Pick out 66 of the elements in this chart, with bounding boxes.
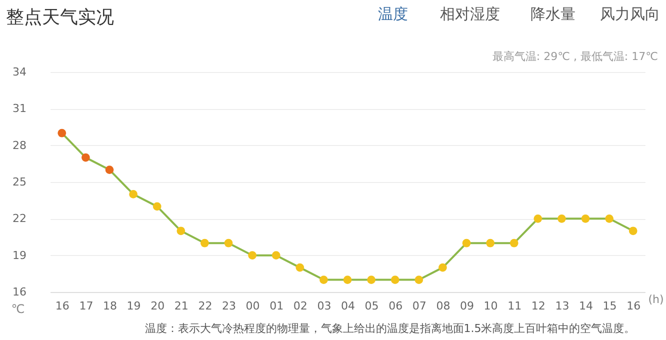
point <box>200 238 209 248</box>
point <box>272 251 280 260</box>
x-tick-label: 05 <box>364 300 379 312</box>
x-tick-label: 17 <box>79 300 94 312</box>
point <box>367 276 376 284</box>
point <box>510 238 518 248</box>
text: 温度 <box>378 5 408 23</box>
x-tick-label: 11 <box>508 300 522 312</box>
x-tick-label: 12 <box>531 300 546 312</box>
point <box>438 263 447 272</box>
x-tick-label: 13 <box>555 300 570 312</box>
x-tick-label: 20 <box>150 300 165 312</box>
point <box>176 226 186 236</box>
point <box>414 276 424 284</box>
x-tick-label: 21 <box>174 300 188 312</box>
point <box>628 226 638 236</box>
y-tick-label: 25 <box>12 176 26 188</box>
x-tick-label: 07 <box>412 300 426 312</box>
y-tick-label: 22 <box>12 212 26 226</box>
point <box>390 276 400 284</box>
x-tick-label: 04 <box>341 300 355 312</box>
y-tick-label: 19 <box>12 248 26 262</box>
y-axis-title: ℃ <box>11 302 25 316</box>
point <box>605 214 614 223</box>
point <box>224 238 233 248</box>
y-tick-label: 28 <box>12 138 26 152</box>
text: 最高气温: 29℃ , 最低气温: 17℃ <box>492 50 658 63</box>
x-tick-label: 10 <box>484 300 498 312</box>
text: 相对湿度 <box>440 5 500 23</box>
text: 降水量 <box>530 5 576 23</box>
point <box>105 166 114 174</box>
x-axis-title: (h) <box>648 293 664 306</box>
x-tick-label: 14 <box>579 300 593 312</box>
point <box>82 153 90 162</box>
x-tick-label: 16 <box>55 300 70 312</box>
x-tick-label: 22 <box>198 300 212 312</box>
point <box>534 214 542 223</box>
x-tick-label: 23 <box>222 300 236 312</box>
point <box>129 190 138 198</box>
point <box>558 214 566 223</box>
point <box>343 276 352 284</box>
x-tick-label: 03 <box>317 300 332 312</box>
x-tick-label: 15 <box>602 300 617 312</box>
x-tick-label: 00 <box>246 300 260 312</box>
point <box>248 251 256 260</box>
y-tick-label: 34 <box>12 66 26 78</box>
x-tick-label: 08 <box>436 300 450 312</box>
text: 风力风向 <box>600 5 660 23</box>
chart-title: 整点天气实况 <box>6 7 114 28</box>
point <box>486 238 494 248</box>
y-tick-label: 16 <box>12 286 26 298</box>
x-tick-label: 01 <box>270 300 284 312</box>
x-tick-label: 02 <box>293 300 308 312</box>
point <box>581 214 590 223</box>
point <box>152 202 162 211</box>
point <box>462 238 471 248</box>
x-tick-label: 09 <box>460 300 474 312</box>
x-tick-label: 16 <box>626 300 641 312</box>
text: 温度：表示大气冷热程度的物理量，气象上给出的温度是指离地面1.5米高度上百叶箱中的空气温度。 <box>144 322 636 335</box>
x-tick-label: 19 <box>126 300 141 312</box>
point <box>296 263 304 272</box>
y-tick-label: 31 <box>12 102 26 116</box>
x-tick-label: 06 <box>388 300 403 312</box>
x-tick-label: 18 <box>103 300 117 312</box>
point <box>320 276 328 284</box>
point <box>58 128 66 138</box>
